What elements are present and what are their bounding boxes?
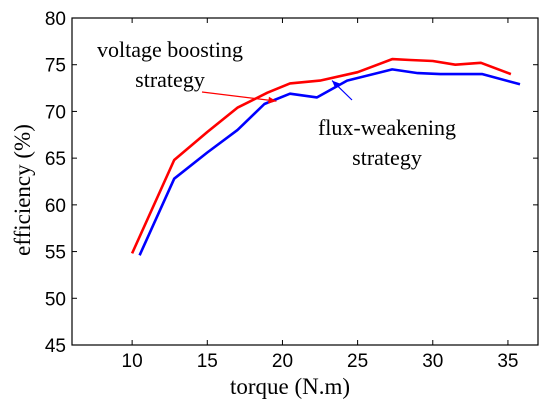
y-tick-label: 60	[45, 196, 66, 217]
flux-arrowhead	[332, 80, 341, 89]
voltage-arrow	[201, 91, 277, 102]
x-tick-label: 20	[272, 351, 293, 372]
voltage-annotation-line: voltage boosting	[97, 37, 243, 62]
y-tick-label: 45	[45, 336, 66, 357]
series-group	[130, 57, 521, 256]
flux-annotation-line: strategy	[352, 145, 422, 170]
x-tick-label: 10	[122, 351, 143, 372]
annotations: voltage boosting strategy flux-weakening st…	[97, 37, 456, 170]
x-axis-title: torque (N.m)	[230, 374, 350, 399]
x-tick-label: 25	[347, 351, 368, 372]
flux-annotation-line: flux-weakening	[318, 115, 456, 140]
axes: 10 15 20 25 30 35 45 50 55 60 65 70 75 80	[45, 9, 539, 372]
flux-weakening-line	[138, 68, 521, 256]
x-tick-label: 30	[422, 351, 443, 372]
x-tick-label: 15	[197, 351, 218, 372]
y-axis-title: efficiency (%)	[10, 124, 35, 256]
x-tick-label: 35	[497, 351, 518, 372]
voltage-arrowhead	[268, 96, 277, 104]
y-tick-label: 70	[45, 102, 66, 123]
y-tick-label: 50	[45, 289, 66, 310]
y-tick-label: 80	[45, 9, 66, 30]
y-tick-label: 55	[45, 243, 66, 264]
plot-frame	[71, 17, 539, 346]
voltage-annotation-line: strategy	[135, 67, 205, 92]
y-tick-label: 75	[45, 56, 66, 77]
voltage-boosting-line	[130, 57, 512, 254]
y-tick-label: 65	[45, 149, 66, 170]
